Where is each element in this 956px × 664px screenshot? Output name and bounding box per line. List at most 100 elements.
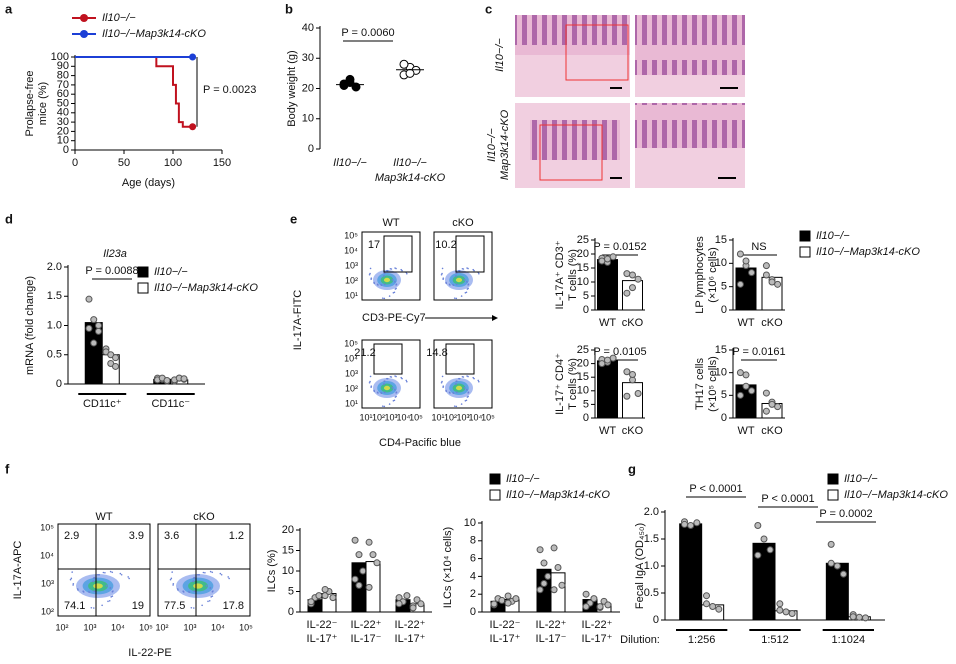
data-point: [596, 603, 604, 611]
event-dot: [107, 600, 109, 603]
event-dot: [400, 376, 403, 379]
density: [383, 385, 391, 391]
data-point: [703, 600, 711, 608]
event-dot: [455, 275, 457, 277]
y-tick-label: 10: [715, 367, 727, 379]
y-tick-label: 10³: [345, 368, 358, 378]
data-point: [762, 262, 770, 270]
data-point: [748, 387, 756, 395]
density: [193, 583, 203, 589]
bar: [597, 259, 618, 311]
y-tick-label: 1.0: [644, 560, 659, 572]
data-point: [827, 559, 835, 567]
event-dot: [109, 586, 112, 589]
y-tick-label: 10³: [41, 578, 54, 588]
legend-label: Il10−/−: [154, 266, 188, 278]
event-dot: [461, 267, 464, 270]
y-tick-label: 20: [57, 125, 69, 137]
bar: [679, 523, 703, 621]
event-dot: [463, 278, 466, 281]
legend-marker: [137, 282, 149, 294]
y-tick-label: 2.0: [47, 261, 62, 273]
event-dot: [466, 280, 468, 283]
data-point: [833, 562, 841, 570]
y-axis-label: TH17 cells: [694, 358, 706, 410]
data-point: [590, 595, 598, 603]
annotation: P = 0.0060: [341, 27, 394, 39]
x-tick-label: IL-17⁺: [307, 633, 338, 645]
data-point: [345, 74, 355, 84]
density: [455, 385, 463, 391]
arrow-head: [492, 315, 498, 321]
event-dot: [388, 295, 391, 297]
y-tick-label: 100: [51, 51, 69, 63]
data-point: [598, 257, 606, 265]
y-tick-label: 10¹: [345, 398, 358, 408]
event-dot: [380, 284, 383, 287]
x-tick-label: IL-22⁻: [307, 619, 338, 631]
quadrant-value: 17.8: [223, 600, 244, 612]
data-point: [90, 339, 98, 347]
y-tick-label: 5: [721, 389, 727, 401]
data-point: [399, 59, 409, 69]
x-tick-label: 10⁴: [211, 622, 225, 632]
legend-label: Il10−/−: [844, 473, 878, 485]
data-point: [629, 271, 636, 279]
event-dot: [219, 572, 222, 575]
event-dot: [205, 584, 208, 587]
x-tick-label: 10²: [55, 622, 68, 632]
quadrant-value: 3.6: [164, 530, 179, 542]
y-tick-label: 0: [56, 378, 62, 390]
data-point: [405, 68, 415, 78]
x-tick-label: WT: [737, 425, 754, 437]
event-dot: [395, 287, 397, 290]
data-point: [609, 253, 617, 261]
zoom-box: [565, 24, 629, 81]
data-point: [413, 596, 421, 604]
y-tick-label: 20: [282, 524, 294, 536]
gate: [455, 235, 485, 273]
x-tick-label: 10¹: [359, 412, 372, 422]
event-dot: [209, 586, 212, 589]
density: [455, 277, 463, 283]
data-point: [540, 559, 548, 567]
legend-label: Il10−/−Map3k14-cKO: [102, 28, 206, 40]
event-dot: [406, 272, 408, 275]
y-tick-label: 90: [57, 60, 69, 72]
data-point: [788, 610, 796, 618]
y-axis-label: LP lymphocytes: [694, 236, 706, 314]
event-dot: [383, 275, 385, 277]
y-tick-label: 15: [577, 262, 589, 274]
data-point: [369, 551, 377, 559]
quadrant-value: 2.9: [64, 530, 79, 542]
data-point: [355, 581, 363, 589]
x-tick-label: IL-22⁻: [490, 619, 521, 631]
x-tick-label: 10³: [384, 412, 397, 422]
legend-marker: [137, 266, 149, 278]
data-point: [95, 327, 103, 335]
x-tick-label: 10²: [372, 412, 385, 422]
event-dot: [101, 604, 103, 607]
data-point: [365, 583, 373, 591]
data-point: [504, 592, 512, 600]
data-point: [768, 278, 776, 286]
y-tick-label: 10²: [41, 606, 54, 616]
event-dot: [456, 391, 458, 394]
event-dot: [169, 578, 172, 581]
x-tick-label: IL-22⁺: [351, 619, 382, 631]
data-point: [774, 280, 782, 288]
histology-image: [530, 120, 620, 160]
y-axis-label: IL-17A-APC: [12, 541, 24, 600]
y-tick-label: 0: [288, 606, 294, 618]
data-point: [849, 613, 857, 621]
data-point: [598, 360, 606, 368]
x-axis-label: CD4-Pacific blue: [379, 437, 461, 449]
chart-title: Il23a: [103, 248, 127, 260]
row-label: Map3k14-cKO: [499, 109, 511, 180]
event-dot: [220, 573, 223, 576]
event-dot: [395, 395, 397, 398]
x-tick-label: cKO: [761, 317, 783, 329]
event-dot: [197, 573, 199, 576]
y-tick-label: 5: [288, 585, 294, 597]
data-point: [634, 275, 642, 283]
